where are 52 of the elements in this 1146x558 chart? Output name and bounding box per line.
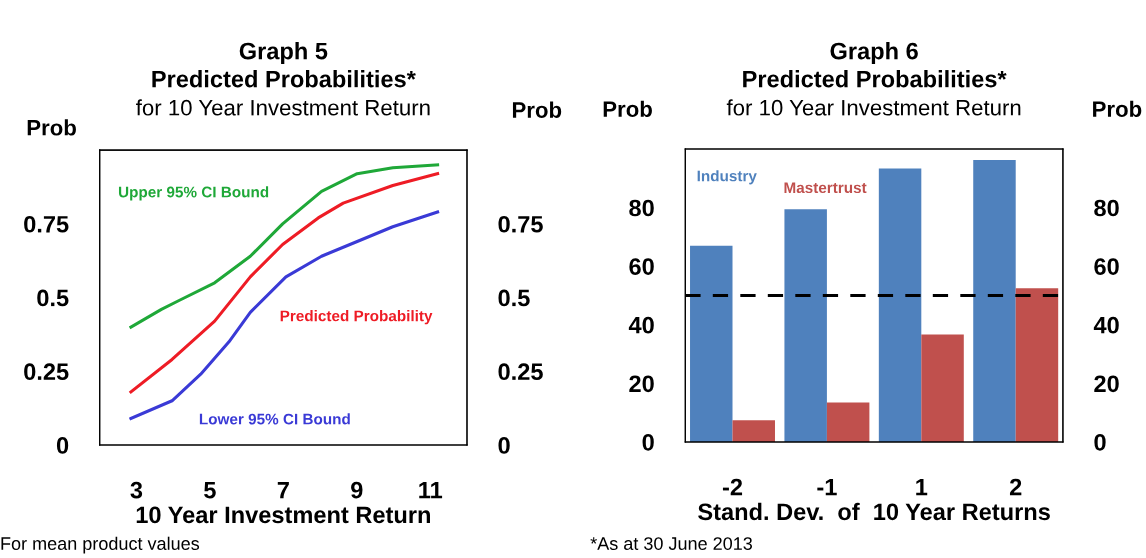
y2-tick-label: 0: [498, 437, 510, 454]
text: Predicted Probability: [280, 310, 433, 325]
text: Mastertrust: [784, 182, 867, 194]
chart-subtitle: for 10 Year Investment Return: [726, 99, 1021, 116]
series-label: Lower 95% CI Bound: [199, 413, 350, 425]
x-tick-label: 7: [277, 481, 289, 499]
text: Industry: [697, 170, 757, 185]
x-tick-label: 11: [419, 481, 443, 499]
x-tick-label: 1: [916, 478, 928, 496]
x-tick-label: 3: [130, 481, 143, 499]
bar: [690, 245, 733, 442]
y2-axis-title: Prob: [1093, 100, 1142, 117]
x-tick-label: 2: [1009, 478, 1022, 496]
y-tick-label: 0.25: [24, 363, 69, 381]
bar: [1015, 288, 1059, 442]
y-axis-title: Prob: [603, 100, 652, 117]
y-tick-label: 60: [629, 258, 654, 275]
y-tick-label: 0.75: [24, 215, 69, 233]
y2-tick-label: 0.5: [498, 289, 530, 307]
chart-title: Graph 6 Predicted Probabilities*: [743, 42, 1007, 88]
text: For mean product values: [1, 536, 200, 554]
bar: [784, 209, 827, 442]
y2-tick-label: 20: [1094, 375, 1119, 393]
bar: [921, 334, 964, 442]
bar: [878, 168, 922, 442]
y-tick-label: 20: [629, 375, 654, 393]
text: *As at 30 June 2013: [590, 537, 753, 550]
y2-tick-label: 0: [1094, 434, 1106, 451]
x-tick-label: 9: [351, 481, 363, 499]
y2-tick-label: 40: [1093, 316, 1119, 334]
bar: [732, 420, 775, 442]
y-tick-label: 40: [628, 316, 654, 334]
chart-title: Graph 5 Predicted Probabilities*: [152, 42, 416, 88]
y-tick-label: 0.5: [37, 289, 69, 307]
x-tick-label: -2: [722, 478, 743, 496]
x-axis-title: Stand. Dev. of 10 Year Returns: [698, 502, 1050, 521]
y-tick-label: 0: [642, 434, 654, 451]
y-tick-label: 0: [56, 437, 69, 454]
y2-tick-label: 80: [1094, 199, 1119, 217]
y2-tick-label: 0.25: [498, 363, 543, 381]
y-axis-title: Prob: [27, 119, 76, 136]
series-label: Upper 95% CI Bound: [118, 186, 269, 201]
y-tick-label: 80: [629, 199, 654, 217]
y2-tick-label: 0.75: [498, 215, 543, 233]
x-axis-title: 10 Year Investment Return: [136, 506, 430, 524]
x-tick-label: 5: [204, 481, 216, 499]
x-tick-label: -1: [817, 478, 837, 496]
bar: [826, 402, 870, 442]
chart-subtitle: for 10 Year Investment Return: [136, 99, 430, 116]
bar: [973, 160, 1016, 442]
y2-axis-title: Prob: [512, 101, 562, 118]
y2-tick-label: 60: [1094, 258, 1119, 275]
